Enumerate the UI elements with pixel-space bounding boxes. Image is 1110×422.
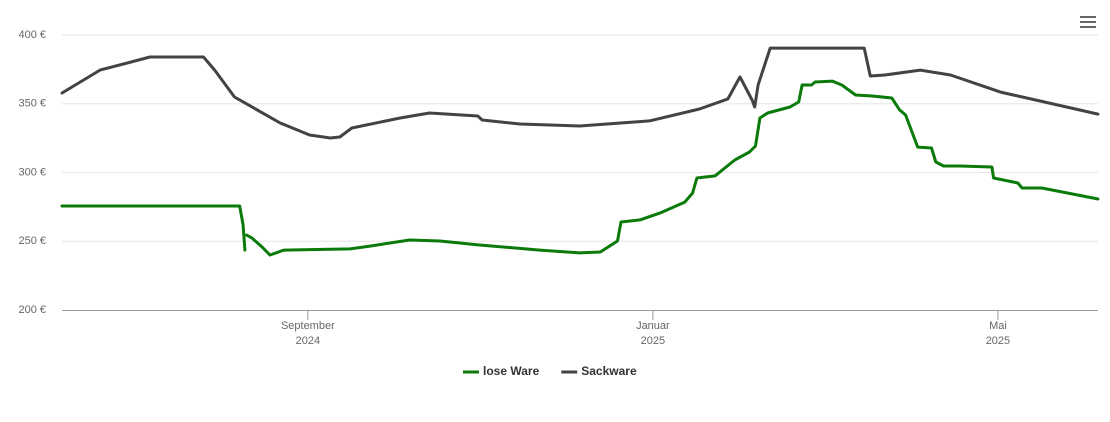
x-tick-label: 2025 — [641, 335, 665, 347]
menu-icon[interactable] — [1080, 16, 1096, 28]
legend-label: Sackware — [581, 364, 637, 378]
x-tick-label: Mai — [989, 320, 1007, 332]
x-tick-label: September — [281, 320, 335, 332]
y-tick-label: 250 € — [18, 235, 46, 247]
y-tick-label: 300 € — [18, 166, 46, 178]
y-tick-label: 200 € — [18, 304, 46, 316]
series-line — [60, 46, 1100, 140]
x-tick-label: 2025 — [986, 335, 1010, 347]
y-tick-label: 400 € — [18, 29, 46, 41]
y-tick-label: 350 € — [18, 98, 46, 110]
x-tick-label: 2024 — [296, 335, 320, 347]
series-line — [60, 79, 1100, 257]
x-tick-label: Januar — [636, 320, 670, 332]
legend: lose Ware Sackware — [463, 364, 637, 378]
legend-label: lose Ware — [483, 364, 540, 378]
